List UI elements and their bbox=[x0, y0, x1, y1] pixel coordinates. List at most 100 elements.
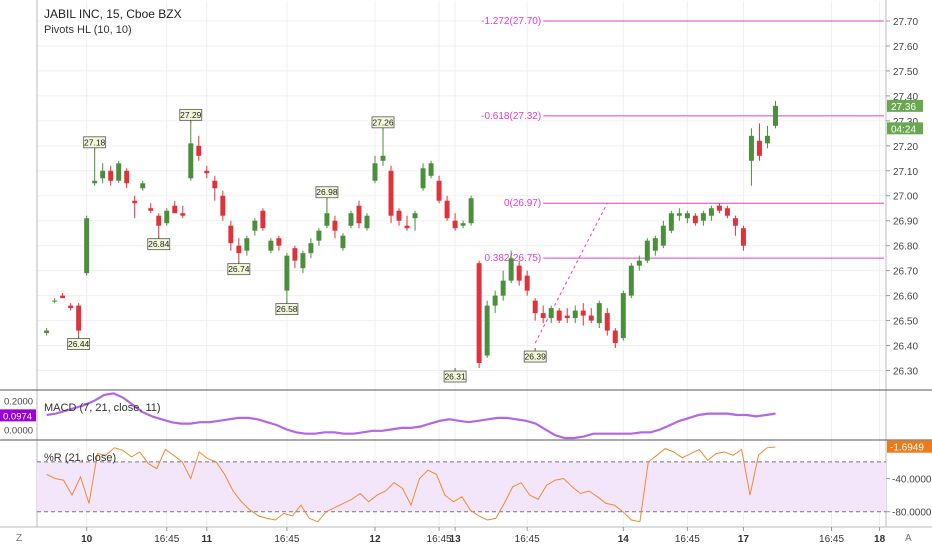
last-price-label: 27.36 bbox=[891, 102, 916, 113]
candle-body bbox=[708, 208, 714, 216]
pivot-label-box bbox=[275, 303, 299, 316]
candle-body bbox=[644, 240, 650, 261]
candle-body bbox=[212, 180, 218, 189]
macd-pane[interactable]: 0.2000 0.0000 0.0974 bbox=[0, 392, 776, 440]
williams-r-line bbox=[46, 446, 776, 523]
symbol-title: JABIL INC, 15, Cboe BZX bbox=[44, 7, 182, 21]
bar-countdown-tag bbox=[887, 122, 923, 135]
time-tick-label: 16:45 bbox=[819, 534, 844, 545]
pivot-label-box bbox=[227, 263, 251, 276]
candle-body bbox=[356, 205, 362, 224]
pivot-label-box bbox=[67, 338, 91, 350]
time-tick-label: 14 bbox=[618, 534, 630, 545]
pivot-label: 27.26 bbox=[372, 117, 394, 127]
indicator-legend-macd[interactable]: MACD (7, 21, close, 11) bbox=[44, 402, 161, 414]
candle-body bbox=[428, 163, 434, 176]
candle-body bbox=[372, 163, 378, 181]
price-tick-label: 26.90 bbox=[893, 217, 918, 228]
williams-r-band bbox=[37, 461, 886, 512]
price-tick-label: 26.30 bbox=[893, 367, 918, 378]
fib-levels[interactable]: -1.272(27.70)-0.618(27.32)0(26.97)0.382(… bbox=[481, 16, 884, 344]
time-tick-label: 16:45 bbox=[675, 534, 700, 545]
candle-body bbox=[60, 295, 66, 299]
pivot-label: 26.31 bbox=[444, 372, 466, 382]
candle-body bbox=[300, 253, 306, 269]
price-tick-label: 26.70 bbox=[893, 267, 918, 278]
candle-body bbox=[172, 205, 178, 214]
candle-body bbox=[188, 143, 194, 179]
pivot-label-box bbox=[179, 108, 203, 121]
fib-trend-line bbox=[534, 203, 608, 344]
candle-body bbox=[140, 183, 146, 189]
timezone-toggle-button[interactable]: Z bbox=[16, 533, 23, 544]
candle-body bbox=[628, 265, 634, 296]
candle-body bbox=[684, 213, 690, 219]
price-tick-label: 27.20 bbox=[893, 142, 918, 153]
candle-body bbox=[564, 315, 570, 319]
auto-scale-button[interactable]: A bbox=[905, 533, 912, 544]
pane-frames bbox=[0, 0, 932, 528]
macd-tick-label: 0.2000 bbox=[4, 397, 33, 408]
candle-body bbox=[396, 210, 402, 221]
candle-body bbox=[268, 240, 274, 251]
candle-body bbox=[404, 225, 410, 229]
candle-body bbox=[636, 260, 642, 266]
candle-body bbox=[292, 248, 298, 261]
candle-body bbox=[196, 145, 202, 156]
candle-body bbox=[84, 218, 90, 274]
williams-r-value-label: -1.6949 bbox=[890, 443, 924, 454]
time-tick-label: 16:45 bbox=[154, 534, 179, 545]
time-tick-label: 16:45 bbox=[515, 534, 540, 545]
williams-r-pane[interactable]: -40.0000 -80.0000 -1.6949 bbox=[37, 440, 932, 523]
candle-body bbox=[596, 303, 602, 324]
candle-body bbox=[124, 170, 130, 184]
price-tick-label: 27.40 bbox=[893, 92, 918, 103]
time-tick-label: 11 bbox=[202, 534, 213, 545]
time-tick-label: 13 bbox=[450, 534, 462, 545]
candle-body bbox=[588, 315, 594, 321]
candle-body bbox=[148, 208, 154, 211]
candle-body bbox=[116, 163, 122, 181]
candle-body bbox=[436, 180, 442, 201]
candle-body bbox=[724, 208, 730, 216]
candle-body bbox=[324, 213, 330, 226]
williams-r-tick-label: -40.0000 bbox=[892, 475, 932, 486]
candle-body bbox=[100, 170, 106, 179]
time-tick-label: 12 bbox=[369, 534, 381, 545]
price-tick-label: 26.80 bbox=[893, 242, 918, 253]
candle-body bbox=[388, 170, 394, 216]
pivot-label: 27.29 bbox=[180, 110, 202, 120]
candle-body bbox=[364, 215, 370, 229]
pivot-label-box bbox=[147, 238, 171, 251]
macd-tick-label: 0.0000 bbox=[4, 425, 33, 436]
candle-body bbox=[716, 205, 722, 211]
macd-value-tag bbox=[0, 409, 36, 422]
candle-body bbox=[652, 238, 658, 251]
candle-body bbox=[220, 195, 226, 216]
pivot-label: 26.58 bbox=[276, 304, 298, 314]
candle-body bbox=[76, 305, 82, 331]
pivot-label-box bbox=[83, 136, 107, 149]
candle-body bbox=[228, 225, 234, 244]
pivot-label-box bbox=[443, 370, 467, 383]
candle-body bbox=[604, 313, 610, 331]
price-tick-label: 27.50 bbox=[893, 67, 918, 78]
time-tick-label: 18 bbox=[874, 534, 886, 545]
price-tick-label: 26.60 bbox=[893, 292, 918, 303]
candle-body bbox=[236, 245, 242, 254]
williams-r-tick-label: -80.0000 bbox=[892, 508, 932, 519]
candle-body bbox=[332, 220, 338, 231]
indicator-legend-pivots[interactable]: Pivots HL (10, 10) bbox=[44, 24, 132, 36]
price-axis[interactable]: 27.7027.6027.5027.4027.3027.2027.1027.00… bbox=[886, 17, 923, 378]
candle-body bbox=[748, 135, 754, 161]
pivot-label: 26.44 bbox=[68, 339, 90, 349]
pivot-label-box bbox=[315, 186, 339, 199]
bar-countdown-label: 04:24 bbox=[891, 124, 916, 135]
candle-body bbox=[180, 213, 186, 216]
candle-body bbox=[452, 220, 458, 229]
pivot-label: 26.39 bbox=[525, 352, 547, 362]
indicator-legend-williams-r[interactable]: %R (21, close) bbox=[44, 452, 117, 464]
